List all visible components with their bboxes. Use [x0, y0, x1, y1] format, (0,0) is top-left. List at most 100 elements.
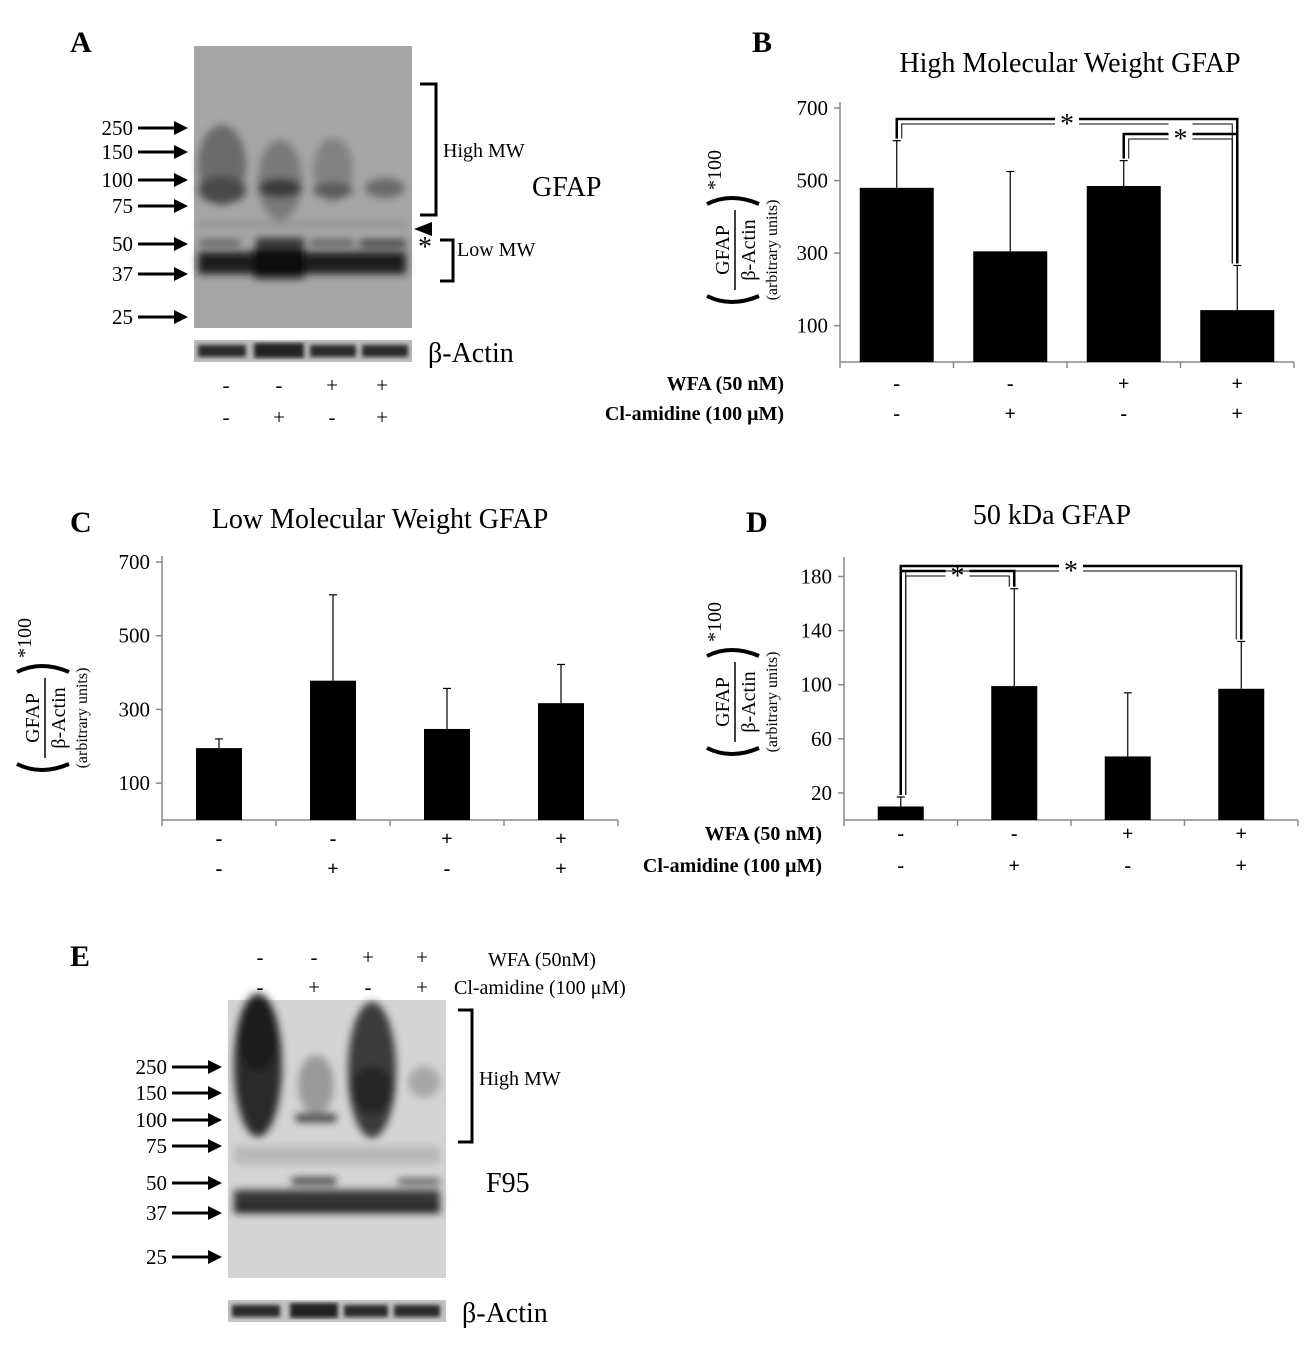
condition-sign: - [311, 945, 318, 969]
condition-sign: - [1124, 855, 1131, 877]
condition-sign: + [416, 975, 428, 999]
y-axis-label: GFAP β-Actin *100 (arbitrary units) [14, 618, 91, 772]
panel-d: D 50 kDa GFAP 20 60 100 140 180 - - + + - + - + WFA (5… [643, 500, 1299, 877]
y-label-units: (arbitrary units) [764, 200, 781, 301]
significance-label-bg [1055, 107, 1079, 129]
significance-star: * [1174, 124, 1188, 155]
y-label-numerator: GFAP [712, 677, 734, 727]
y-label-paren-right [16, 664, 70, 674]
condition-sign: + [308, 975, 320, 999]
mw-marker-label: 75 [146, 1134, 167, 1158]
y-label-paren-left [706, 294, 760, 304]
panel-c: C Low Molecular Weight GFAP 100 300 500 700 -… [14, 504, 619, 880]
y-label-units: (arbitrary units) [764, 652, 781, 753]
y-tick-label: 300 [119, 697, 151, 721]
condition-sign: + [273, 405, 285, 429]
bracket-high-a [420, 82, 438, 217]
y-label-units: (arbitrary units) [74, 668, 91, 769]
y-tick-label: 500 [119, 624, 151, 648]
actin-e-bands [232, 1303, 440, 1318]
condition-sign: + [1118, 373, 1129, 395]
y-tick-label: 100 [119, 771, 151, 795]
mw-marker-label: 37 [146, 1201, 167, 1225]
panel-a-label: A [70, 26, 92, 59]
mw-marker-arrowhead [174, 145, 188, 159]
mw-marker-arrowhead [208, 1250, 222, 1264]
chart-b: High Molecular Weight GFAP 100 300 500 700 - -… [605, 48, 1295, 425]
significance-label-bg [1168, 122, 1193, 144]
bracket-low-a [440, 238, 455, 283]
condition-sign: + [555, 858, 566, 880]
condition-sign: - [444, 858, 451, 880]
y-label-paren-right [706, 196, 760, 206]
condition-sign: + [1005, 403, 1016, 425]
bar [310, 680, 356, 820]
bar [973, 251, 1048, 362]
arrowhead-a [414, 222, 432, 236]
mw-marker-label: 37 [112, 262, 133, 286]
panel-b-label: B [752, 26, 772, 59]
significance-bracket-inner [905, 570, 1237, 796]
condition-sign: + [1009, 855, 1020, 877]
significance-label-bg [945, 559, 970, 581]
y-label-paren-left [706, 746, 760, 756]
bar [1200, 310, 1275, 362]
condition-sign: - [216, 858, 223, 880]
y-label-suffix: *100 [704, 150, 726, 190]
bar [1218, 688, 1265, 820]
y-label-suffix: *100 [704, 602, 726, 642]
y-label-suffix: *100 [14, 618, 36, 658]
condition-sign: - [329, 405, 336, 429]
y-tick-label: 140 [801, 619, 833, 643]
y-tick-label: 20 [811, 781, 832, 805]
significance-star: * [951, 561, 965, 592]
panel-d-label: D [746, 506, 768, 539]
chart-c: Low Molecular Weight GFAP 100 300 500 700 - - +… [14, 504, 619, 880]
asterisk-a: * [418, 232, 432, 263]
condition-sign: - [223, 373, 230, 397]
significance-star: * [1064, 556, 1078, 587]
condition-sign: - [276, 373, 283, 397]
mw-marker-arrowhead [208, 1113, 222, 1127]
condition-sign: - [257, 975, 264, 999]
panel-c-label: C [70, 506, 92, 539]
y-label-paren-right [706, 648, 760, 658]
mw-marker-label: 150 [102, 140, 134, 164]
clamidine-label-e: Cl-amidine (100 μM) [454, 977, 626, 999]
panel-e: E - - + + - + - + WFA (50nM) Cl-amidine (100 μM… [70, 940, 626, 1329]
actin-a-label: β-Actin [428, 338, 514, 369]
mw-marker-arrowhead [174, 173, 188, 187]
mw-marker-arrowhead [208, 1060, 222, 1074]
chart-title: High Molecular Weight GFAP [899, 48, 1240, 79]
wfa-label-e: WFA (50nM) [488, 949, 596, 971]
condition-sign: + [326, 373, 338, 397]
y-label-denominator: β-Actin [738, 219, 760, 280]
actin-a-bands [198, 343, 408, 358]
condition-sign: - [216, 828, 223, 850]
mw-marker-label: 75 [112, 194, 133, 218]
y-label-paren-left [16, 762, 70, 772]
y-tick-label: 100 [801, 673, 833, 697]
y-label-denominator: β-Actin [48, 687, 70, 748]
blot-a-bands [198, 125, 406, 278]
condition-sign: + [416, 945, 428, 969]
mw-marker-label: 25 [112, 305, 133, 329]
condition-sign: + [1122, 823, 1133, 845]
bracket-high-e-label: High MW [479, 1068, 561, 1090]
panel-e-label: E [70, 940, 90, 973]
significance-star: * [1060, 109, 1074, 140]
panel-a: A β-Act [70, 26, 602, 429]
y-axis-label: GFAP β-Actin *100 (arbitrary units) [704, 150, 781, 304]
bracket-low-a-label: Low MW [457, 239, 535, 261]
y-tick-label: 700 [797, 96, 829, 120]
wfa-row-label: WFA (50 nM) [667, 373, 784, 395]
mw-marker-arrowhead [208, 1206, 222, 1220]
bar [538, 703, 584, 820]
mw-marker-label: 50 [146, 1171, 167, 1195]
bar [859, 187, 934, 362]
condition-sign: - [330, 828, 337, 850]
mw-marker-arrowhead [174, 310, 188, 324]
conditions-a: - - + + - + - + [223, 373, 388, 429]
